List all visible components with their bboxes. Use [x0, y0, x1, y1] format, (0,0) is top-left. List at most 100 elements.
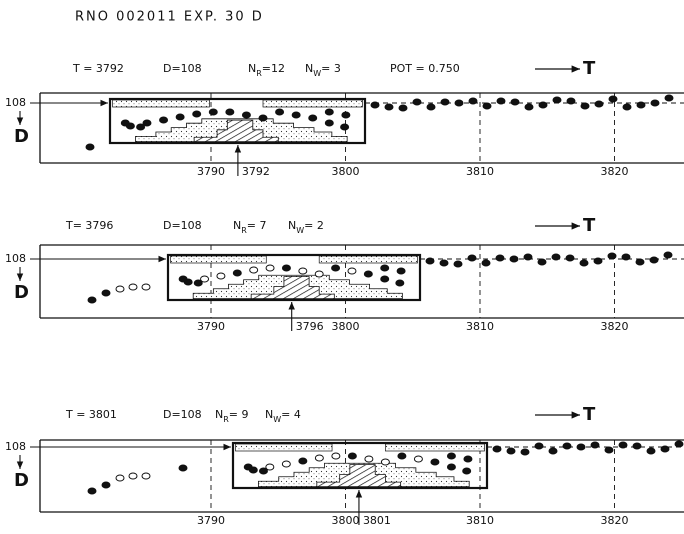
- time-label: T = 3792: [72, 62, 124, 75]
- label: NR= 9: [215, 408, 249, 424]
- dot-filled: [463, 455, 473, 463]
- dot-filled: [324, 119, 334, 127]
- dot-filled: [467, 254, 477, 262]
- dot-filled: [208, 108, 218, 116]
- dot-filled: [468, 97, 478, 105]
- dot-filled: [340, 123, 350, 131]
- dot-filled: [370, 101, 380, 109]
- dot-filled: [384, 103, 394, 111]
- cursor-label: 3801: [363, 514, 391, 527]
- dot-filled: [225, 108, 235, 116]
- label: NW= 3: [305, 62, 341, 78]
- label: NW= 4: [265, 408, 301, 424]
- window-bar: [112, 99, 210, 108]
- level-label: 108: [5, 96, 26, 109]
- label-value: = 3: [321, 62, 341, 75]
- dot-filled: [562, 442, 572, 450]
- dot-open: [216, 272, 226, 280]
- dot-filled: [243, 463, 253, 471]
- dot-filled: [618, 441, 628, 449]
- cursor-label: 3796: [296, 320, 324, 333]
- label-base: N: [265, 408, 273, 421]
- dot-open: [115, 285, 125, 293]
- dot-filled: [397, 452, 407, 460]
- dot-filled: [576, 443, 586, 451]
- tick-label: 3800: [332, 165, 360, 178]
- dot-filled: [175, 113, 185, 121]
- dot-filled: [534, 442, 544, 450]
- dot-filled: [594, 100, 604, 108]
- time-label: T = 3801: [65, 408, 117, 421]
- dot-filled: [430, 458, 440, 466]
- dot-filled: [632, 442, 642, 450]
- dot-filled: [363, 270, 373, 278]
- dot-filled: [440, 98, 450, 106]
- dot-filled: [87, 487, 97, 495]
- dot-filled: [660, 445, 670, 453]
- dot-open: [200, 275, 210, 283]
- label-sub: R: [223, 415, 229, 424]
- dot-filled: [85, 143, 95, 151]
- dot-open: [128, 472, 138, 480]
- dot-filled: [453, 260, 463, 268]
- dot-filled: [454, 99, 464, 107]
- dot-filled: [275, 108, 285, 116]
- window-box: [108, 97, 367, 145]
- header-title: RNO 002011 EXP. 30 D: [75, 10, 264, 25]
- dot-open: [265, 264, 275, 272]
- dot-open: [141, 472, 151, 480]
- window-bar: [385, 443, 485, 452]
- window-box: [231, 441, 489, 490]
- dot-filled: [481, 259, 491, 267]
- dot-filled: [341, 111, 351, 119]
- dot-filled: [331, 264, 341, 272]
- dot-open: [314, 270, 324, 278]
- time-arrow-label: T: [583, 404, 596, 425]
- dot-filled: [291, 111, 301, 119]
- dot-filled: [241, 111, 251, 119]
- dot-open: [115, 474, 125, 482]
- cursor-label: 3792: [242, 165, 270, 178]
- dot-filled: [159, 116, 169, 124]
- window-bar: [170, 255, 267, 264]
- dot-filled: [551, 253, 561, 261]
- window-bar: [318, 255, 418, 264]
- dot-filled: [604, 446, 614, 454]
- dot-filled: [492, 445, 502, 453]
- dot-filled: [446, 463, 456, 471]
- dot-filled: [579, 259, 589, 267]
- dot-filled: [380, 275, 390, 283]
- dot-filled: [580, 102, 590, 110]
- label-value: = 4: [281, 408, 301, 421]
- tick-label: 3800: [332, 514, 360, 527]
- tick-label: 3820: [601, 514, 629, 527]
- dot-open: [281, 460, 291, 468]
- dot-filled: [192, 110, 202, 118]
- dot-filled: [178, 275, 188, 283]
- level-label: 108: [5, 252, 26, 265]
- label-base: N: [248, 62, 256, 75]
- dot-filled: [537, 258, 547, 266]
- dot-filled: [232, 269, 242, 277]
- time-arrow-label: T: [583, 58, 596, 79]
- dot-filled: [495, 254, 505, 262]
- label: NW= 2: [288, 219, 324, 235]
- dot-filled: [650, 99, 660, 107]
- dot-filled: [120, 119, 130, 127]
- dot-filled: [649, 256, 659, 264]
- label: NR=12: [248, 62, 285, 78]
- dot-open: [364, 455, 374, 463]
- dot-filled: [520, 448, 530, 456]
- dot-filled: [258, 114, 268, 122]
- dot-filled: [298, 457, 308, 465]
- dot-filled: [193, 279, 203, 287]
- label-base: N: [288, 219, 296, 232]
- window-bar: [235, 443, 333, 452]
- tick-label: 3810: [466, 320, 494, 333]
- dot-filled: [101, 481, 111, 489]
- dot-filled: [395, 279, 405, 287]
- dot-open: [331, 452, 341, 460]
- dot-filled: [462, 467, 472, 475]
